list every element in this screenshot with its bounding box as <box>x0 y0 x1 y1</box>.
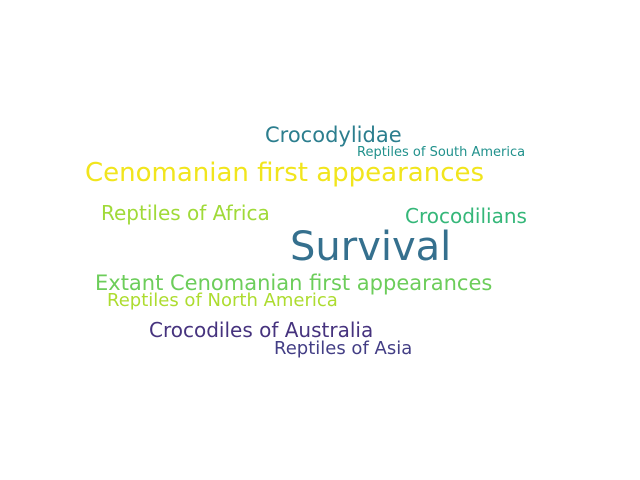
word-crocodylidae: Crocodylidae <box>265 123 402 147</box>
word-extant-cenomanian-first-appearances: Extant Cenomanian first appearances <box>95 271 493 295</box>
word-crocodilians: Crocodilians <box>405 204 527 228</box>
word-survival: Survival <box>290 224 452 270</box>
word-reptiles-of-south-america: Reptiles of South America <box>357 145 526 160</box>
word-reptiles-of-asia: Reptiles of Asia <box>274 338 413 359</box>
word-crocodiles-of-australia: Crocodiles of Australia <box>149 318 374 342</box>
word-reptiles-of-africa: Reptiles of Africa <box>101 201 270 225</box>
word-cenomanian-first-appearances: Cenomanian first appearances <box>85 158 485 188</box>
word-reptiles-of-north-america: Reptiles of North America <box>107 290 338 311</box>
